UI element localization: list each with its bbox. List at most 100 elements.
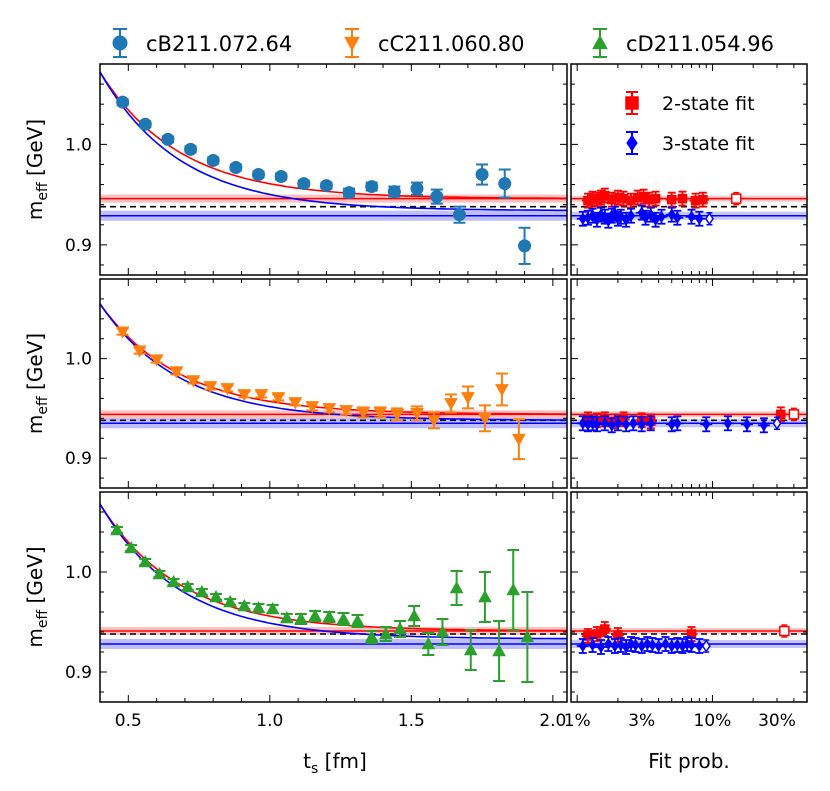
data-point bbox=[478, 589, 492, 603]
x-tick-label: 0.5 bbox=[115, 711, 142, 731]
data-point bbox=[410, 182, 424, 196]
data-point bbox=[393, 621, 407, 635]
y-axis-label-subscript: eff bbox=[35, 396, 51, 415]
fit-prob-panel-0: 2-state fit 3-state fit bbox=[570, 63, 808, 276]
legend-entry: cC211.060.80 bbox=[378, 32, 524, 56]
data-point bbox=[461, 392, 475, 405]
data-point bbox=[195, 584, 209, 598]
data-point bbox=[365, 180, 379, 194]
data-point bbox=[364, 629, 379, 643]
data-point bbox=[444, 398, 458, 411]
legend-entry: 3-state fit bbox=[662, 133, 755, 155]
data-point bbox=[149, 354, 164, 367]
data-point bbox=[308, 608, 322, 622]
three-state-point bbox=[695, 639, 704, 653]
three-state-point bbox=[631, 638, 640, 652]
data-point bbox=[251, 600, 266, 614]
three-state-point bbox=[588, 638, 597, 652]
two-state-point bbox=[776, 409, 786, 420]
fit-prob-tick-label: 3% bbox=[628, 711, 655, 731]
two-state-open-point bbox=[779, 625, 790, 637]
fit-prob-axis-label: Fit prob. bbox=[648, 749, 730, 773]
data-point bbox=[110, 522, 124, 536]
data-point bbox=[387, 185, 401, 199]
data-point bbox=[184, 142, 198, 156]
data-point bbox=[449, 580, 464, 594]
data-point bbox=[373, 407, 388, 420]
y-axis-label-symbol: m bbox=[23, 415, 47, 434]
two-state-open-point bbox=[788, 409, 800, 420]
data-point bbox=[512, 433, 526, 447]
data-point bbox=[169, 366, 184, 379]
data-point bbox=[421, 636, 436, 650]
three-state-point bbox=[673, 417, 682, 430]
data-point bbox=[435, 624, 450, 638]
two-state-point bbox=[583, 631, 593, 641]
two-state-open-point bbox=[731, 193, 742, 204]
three-state-point bbox=[687, 210, 696, 223]
y-axis-label-unit: [GeV] bbox=[23, 333, 47, 396]
three-state-point bbox=[578, 639, 587, 653]
data-point bbox=[274, 170, 288, 184]
three-state-point bbox=[742, 418, 752, 431]
two-state-fit-curve bbox=[99, 71, 567, 200]
two-state-point bbox=[666, 194, 677, 205]
data-point bbox=[356, 407, 371, 420]
panel-bottom: 0.9 1.0 meff [GeV] 0.5 1.0 1.5 2.0 bbox=[23, 491, 568, 731]
three-state-point bbox=[616, 210, 625, 223]
three-state-point bbox=[616, 638, 625, 652]
two-state-fit-curve bbox=[99, 303, 567, 415]
legend-marker bbox=[344, 36, 360, 52]
y-axis-label-symbol: m bbox=[23, 201, 47, 220]
three-state-point bbox=[723, 417, 732, 430]
data-point bbox=[452, 208, 466, 222]
three-state-point bbox=[622, 213, 631, 226]
fit-legend: 2-state fit 3-state fit bbox=[625, 91, 755, 155]
data-point bbox=[342, 186, 356, 200]
y-axis-label-symbol: m bbox=[23, 628, 47, 647]
data-point bbox=[288, 397, 303, 410]
y-tick-label: 1.0 bbox=[65, 135, 92, 155]
three-state-point bbox=[687, 638, 696, 652]
three-state-point bbox=[637, 418, 646, 431]
y-axis-label-subscript: eff bbox=[35, 182, 51, 201]
data-point bbox=[138, 117, 152, 131]
three-state-point bbox=[673, 211, 682, 224]
legend-top: cB211.072.64 cC211.060.80 cD211.054.96 bbox=[112, 28, 774, 58]
x-axis-label-symbol: t bbox=[303, 749, 311, 773]
data-point bbox=[478, 413, 492, 426]
two-state-point bbox=[650, 193, 661, 204]
legend-entry: cD211.054.96 bbox=[626, 32, 774, 56]
three-state-open-point bbox=[704, 211, 714, 226]
data-point bbox=[138, 554, 153, 568]
data-point bbox=[152, 566, 167, 580]
y-axis-label-subscript: eff bbox=[35, 610, 51, 629]
legend-marker bbox=[112, 35, 128, 51]
three-state-point bbox=[629, 417, 638, 430]
data-point bbox=[498, 177, 512, 191]
data-point bbox=[116, 95, 130, 109]
data-point bbox=[350, 613, 365, 627]
data-point bbox=[322, 403, 337, 416]
three-state-point bbox=[667, 208, 676, 221]
three-state-point bbox=[600, 417, 609, 430]
y-tick-label: 0.9 bbox=[65, 663, 92, 683]
panel-middle: 0.9 1.0 meff [GeV] bbox=[23, 278, 568, 489]
three-state-point bbox=[673, 638, 682, 652]
three-state-open-point bbox=[701, 639, 711, 653]
x-tick-label: 1.0 bbox=[256, 711, 283, 731]
legend-marker bbox=[592, 34, 608, 50]
data-point bbox=[220, 383, 235, 396]
panel-frame bbox=[99, 278, 568, 489]
three-state-point bbox=[613, 417, 623, 430]
panel-frame bbox=[570, 491, 808, 703]
data-point bbox=[495, 384, 509, 397]
two-state-point bbox=[698, 194, 708, 205]
data-point bbox=[203, 381, 218, 394]
y-tick-label: 1.0 bbox=[65, 563, 92, 583]
data-point bbox=[427, 415, 441, 428]
x-tick-label: 1.5 bbox=[398, 711, 425, 731]
panel-frame bbox=[99, 63, 568, 276]
